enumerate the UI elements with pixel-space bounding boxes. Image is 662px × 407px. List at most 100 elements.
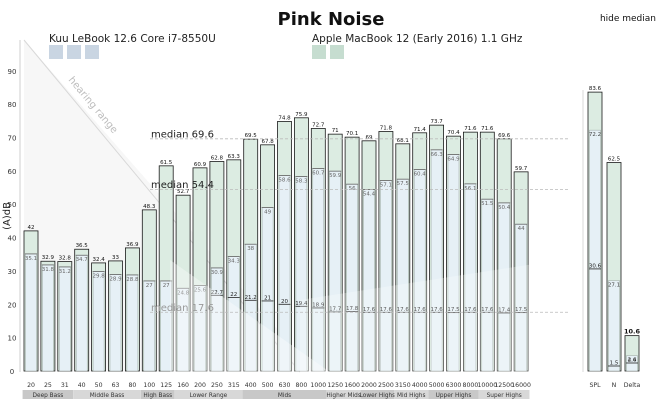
value-label-noise-floor: 18.9 <box>312 302 325 308</box>
summary-inner-bar-spl <box>589 129 601 372</box>
x-tick-label: 20 <box>27 382 35 389</box>
x-tick-label: 125 <box>160 382 172 389</box>
value-label-device-b: 44 <box>518 226 525 232</box>
value-label-device-a: 71.6 <box>481 126 494 132</box>
bar-device-b <box>143 280 156 372</box>
frequency-group-band <box>140 390 175 399</box>
x-tick-label: 1250 <box>327 382 343 389</box>
x-tick-label: 1600 <box>344 382 360 389</box>
value-label-device-b: 28.9 <box>109 277 122 283</box>
legend-device-a-swatch-3[interactable] <box>85 45 99 59</box>
value-label-noise-floor: 21 <box>264 295 271 301</box>
value-label-device-b: 64.9 <box>447 156 460 162</box>
summary-value-c: 2.4 <box>628 357 637 363</box>
x-tick-label: 100 <box>143 382 155 389</box>
value-label-device-b: 54.4 <box>363 192 376 198</box>
value-label-device-b: 58.6 <box>278 178 291 184</box>
value-label-device-b: 34.3 <box>228 259 241 265</box>
x-tick-label: 160 <box>177 382 189 389</box>
value-label-device-b: 34.7 <box>76 257 89 263</box>
value-label-device-b: 59.9 <box>329 173 342 179</box>
value-label-device-b: 49 <box>264 210 271 216</box>
value-label-noise-floor: 17.6 <box>363 307 376 313</box>
x-tick-label: 500 <box>262 382 274 389</box>
value-label-device-a: 71.4 <box>414 127 427 133</box>
x-tick-label: 400 <box>245 382 257 389</box>
value-label-device-b: 57.5 <box>397 181 410 187</box>
legend-device-a-swatch-2[interactable] <box>67 45 81 59</box>
frequency-group-band <box>22 390 74 399</box>
bar-device-b <box>109 274 122 372</box>
y-tick-label: 0 <box>10 368 14 376</box>
frequency-group-band <box>394 390 429 399</box>
y-tick-label: 20 <box>8 301 17 309</box>
value-label-device-a: 62.8 <box>211 155 224 161</box>
x-tick-label: 4000 <box>412 382 428 389</box>
x-tick-label: 10000 <box>477 382 497 389</box>
value-label-device-a: 32.9 <box>42 255 55 261</box>
x-tick-label: 6300 <box>446 382 462 389</box>
value-label-device-a: 72.7 <box>312 122 325 128</box>
frequency-group-label: Lower Highs <box>360 393 396 399</box>
legend-device-a-swatch-1[interactable] <box>49 45 63 59</box>
value-label-noise-floor: 17.6 <box>397 307 410 313</box>
legend-device-b-swatch-2[interactable] <box>330 45 344 59</box>
legend-device-b-swatch-1[interactable] <box>312 45 326 59</box>
summary-value-c: 30.6 <box>589 263 602 269</box>
x-tick-label: 31 <box>61 382 69 389</box>
frequency-group-band <box>326 390 361 399</box>
bar-device-b <box>126 274 139 372</box>
value-label-device-a: 75.9 <box>295 112 308 118</box>
value-label-device-a: 32.4 <box>92 257 105 263</box>
value-label-device-a: 71.8 <box>380 125 393 131</box>
summary-value-a: 62.5 <box>608 157 621 163</box>
y-tick-label: 80 <box>8 101 17 109</box>
summary-value-b: 72.2 <box>589 132 601 138</box>
value-label-device-a: 68.1 <box>397 138 409 144</box>
hide-median-toggle[interactable]: hide median <box>599 14 656 24</box>
value-label-device-a: 61.5 <box>160 160 173 166</box>
value-label-noise-floor: 17.6 <box>380 307 393 313</box>
value-label-device-b: 30.9 <box>211 270 224 276</box>
y-tick-label: 50 <box>8 201 17 209</box>
median-label: median 54.4 <box>151 180 214 191</box>
value-label-device-a: 48.3 <box>143 204 156 210</box>
value-label-device-b: 25.6 <box>194 288 207 294</box>
value-label-device-b: 28.8 <box>126 277 139 283</box>
value-label-device-a: 36.9 <box>126 242 139 248</box>
median-label: median 17.6 <box>151 303 214 314</box>
x-tick-label: 12500 <box>494 382 514 389</box>
frequency-group-label: Upper Highs <box>436 393 472 399</box>
overlay-shade-b <box>300 260 560 372</box>
value-label-device-a: 60.9 <box>194 162 207 168</box>
frequency-group-band <box>73 390 141 399</box>
x-tick-label: 8000 <box>463 382 479 389</box>
x-tick-label: 63 <box>112 382 120 389</box>
value-label-device-a: 70.1 <box>346 131 358 137</box>
value-label-noise-floor: 22.7 <box>211 290 224 296</box>
value-label-device-b: 60.7 <box>312 171 325 177</box>
value-label-noise-floor: 17.7 <box>329 306 342 312</box>
value-label-device-b: 27 <box>163 283 170 289</box>
value-label-noise-floor: 19.4 <box>295 301 308 307</box>
x-tick-label: 5000 <box>429 382 445 389</box>
value-label-device-b: 57.1 <box>380 183 392 189</box>
median-label: median 69.6 <box>151 129 214 140</box>
legend-device-a-label: Kuu LeBook 12.6 Core i7-8550U <box>49 33 216 45</box>
value-label-device-a: 67.8 <box>261 139 274 145</box>
summary-value-b: 27.1 <box>608 283 620 289</box>
y-tick-label: 30 <box>8 268 17 276</box>
frequency-group-label: Lower Range <box>190 393 228 399</box>
x-tick-label: 16000 <box>511 382 531 389</box>
value-label-noise-floor: 17.8 <box>346 306 359 312</box>
x-tick-label: 3150 <box>395 382 411 389</box>
value-label-device-a: 36.5 <box>76 243 89 249</box>
value-label-device-b: 50.4 <box>498 205 511 211</box>
y-axis-label: (A)dB <box>2 202 13 230</box>
value-label-device-a: 59.7 <box>515 166 528 172</box>
frequency-group-label: Deep Bass <box>33 393 64 399</box>
frequency-group-label: Super Highs <box>487 393 522 399</box>
frequency-group-label: High Bass <box>143 393 172 399</box>
value-label-device-a: 73.7 <box>430 119 443 125</box>
